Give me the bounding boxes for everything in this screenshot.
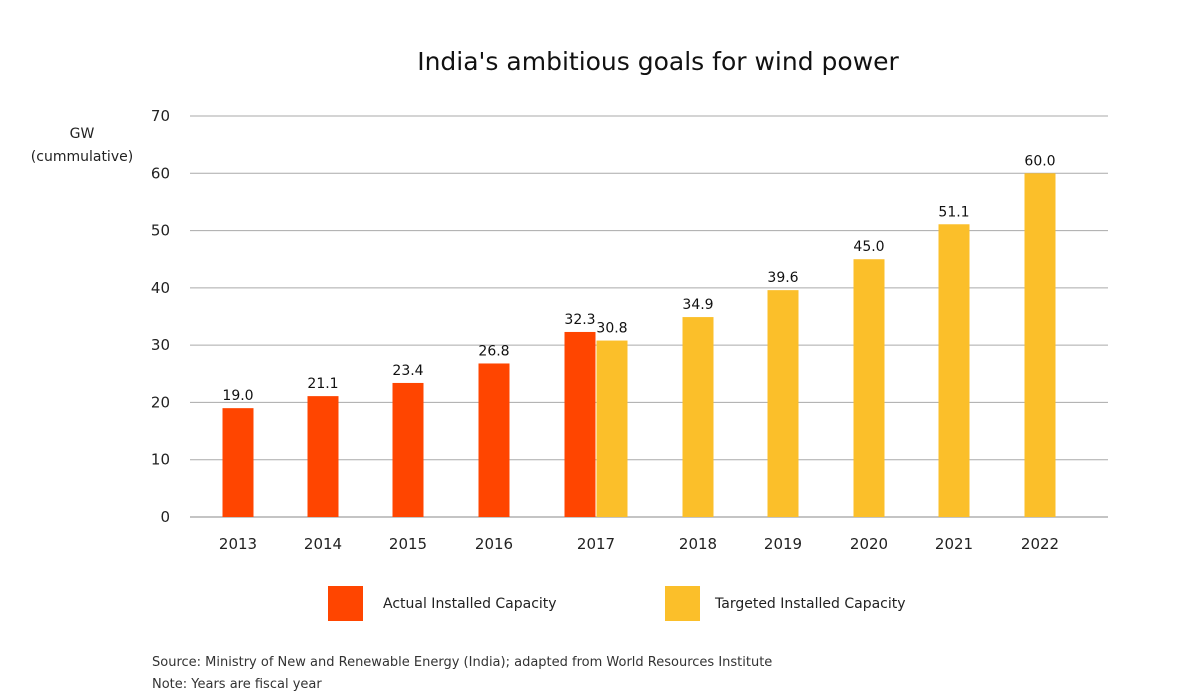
fiscal-year-note: Note: Years are fiscal year (152, 677, 322, 692)
legend-swatch-actual (328, 586, 363, 621)
chart-notes: Source: Ministry of New and Renewable En… (152, 652, 772, 696)
x-tick-label-2014: 2014 (304, 535, 342, 553)
data-label-target-2020: 45.0 (853, 239, 884, 255)
x-tick-label-2021: 2021 (935, 535, 973, 553)
bar-target-2018 (682, 317, 714, 517)
y-tick-labels: 0 10 20 30 40 50 60 70 (151, 107, 170, 526)
x-tick-label-2018: 2018 (679, 535, 717, 553)
data-label-target-2017: 30.8 (596, 321, 627, 337)
data-label-actual-2016: 26.8 (478, 343, 509, 359)
y-tick-label-70: 70 (151, 107, 170, 125)
x-tick-label-2019: 2019 (764, 535, 802, 553)
data-label-target-2018: 34.9 (682, 297, 713, 313)
bar-actual-2013 (222, 408, 254, 517)
x-tick-labels: 2013 2014 2015 2016 2017 2018 2019 2020 2021 2022 (219, 535, 1059, 553)
chart-title: India's ambitious goals for wind power (417, 47, 899, 76)
x-tick-label-2016: 2016 (475, 535, 513, 553)
y-tick-label-50: 50 (151, 222, 170, 240)
legend-swatch-targeted (665, 586, 700, 621)
data-label-target-2019: 39.6 (767, 270, 798, 286)
bar-actual-2016 (478, 363, 510, 517)
bar-target-2017 (596, 340, 628, 517)
legend-label-actual: Actual Installed Capacity (383, 596, 557, 612)
data-label-actual-2015: 23.4 (392, 363, 423, 379)
x-tick-label-2017: 2017 (577, 535, 615, 553)
bar-actual-2015 (392, 382, 424, 517)
y-tick-label-30: 30 (151, 336, 170, 354)
x-tick-label-2013: 2013 (219, 535, 257, 553)
bar-actual-2017 (564, 331, 596, 517)
data-label-actual-2014: 21.1 (307, 376, 338, 392)
y-tick-label-0: 0 (160, 508, 170, 526)
data-label-target-2021: 51.1 (938, 204, 969, 220)
bar-target-2019 (767, 290, 799, 517)
x-tick-label-2015: 2015 (389, 535, 427, 553)
y-tick-label-60: 60 (151, 164, 170, 182)
legend: Actual Installed Capacity Targeted Instal… (328, 586, 906, 621)
x-tick-label-2022: 2022 (1021, 535, 1059, 553)
data-label-target-2022: 60.0 (1024, 153, 1055, 169)
gridlines (190, 115, 1108, 518)
bar-target-2021 (938, 224, 970, 517)
source-note: Source: Ministry of New and Renewable En… (152, 655, 773, 670)
y-tick-label-20: 20 (151, 393, 170, 411)
bar-actual-2014 (307, 396, 339, 517)
y-axis-label-unit: GW (70, 126, 95, 142)
data-label-actual-2017: 32.3 (564, 312, 595, 328)
bar-target-2020 (853, 259, 885, 517)
bar-target-2022 (1024, 173, 1056, 518)
y-tick-label-40: 40 (151, 279, 170, 297)
bars: 19.0 21.1 23.4 26.8 32.330.8 34.9 39.6 45.0 51.1… (222, 153, 1056, 518)
data-label-actual-2013: 19.0 (222, 388, 253, 404)
y-axis-label-qualifier: (cummulative) (31, 149, 133, 165)
x-tick-label-2020: 2020 (850, 535, 888, 553)
y-tick-label-10: 10 (151, 451, 170, 469)
legend-label-targeted: Targeted Installed Capacity (714, 596, 906, 612)
